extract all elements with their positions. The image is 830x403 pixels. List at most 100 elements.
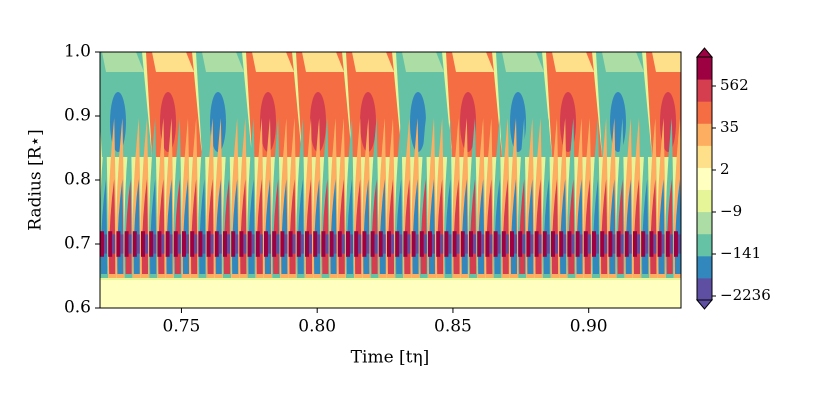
colorbar-level — [697, 277, 712, 301]
contour-fill — [227, 234, 230, 254]
contour-fill — [682, 118, 690, 278]
contour-fill — [350, 234, 353, 254]
contour-fill — [514, 234, 517, 254]
contour-fill — [452, 52, 494, 72]
contour-fill — [321, 231, 326, 257]
colorbar-tick-label: 562 — [720, 76, 749, 94]
contour-field — [100, 52, 690, 308]
contour-fill — [661, 234, 665, 254]
contour-fill — [596, 234, 599, 254]
y-tick-label: 0.8 — [64, 170, 91, 190]
colorbar-level — [697, 211, 712, 235]
x-tick-label: 0.90 — [570, 317, 608, 337]
contour-fill — [460, 92, 476, 152]
contour-fill — [186, 234, 189, 254]
contour-fill — [165, 231, 170, 257]
contour-fill — [559, 231, 564, 257]
contour-fill — [501, 231, 506, 257]
contour-fill — [616, 231, 621, 257]
contour-fill — [391, 234, 394, 254]
contour-fill — [317, 234, 321, 254]
contour-fill — [587, 234, 591, 254]
contour-fill — [370, 231, 375, 257]
contour-fill — [526, 231, 531, 257]
contour-fill — [641, 231, 646, 257]
contour-fill — [402, 52, 444, 72]
colorbar-level — [697, 79, 712, 102]
contour-fill — [583, 231, 588, 257]
contour-fill — [300, 234, 304, 254]
contour-fill — [432, 234, 435, 254]
contour-fill — [128, 234, 132, 254]
contour-fill — [555, 234, 558, 254]
contour-fill — [284, 234, 288, 254]
contour-fill — [108, 231, 113, 257]
contour-fill — [502, 52, 544, 72]
contour-fill — [440, 234, 444, 254]
colorbar-frame — [696, 56, 713, 301]
contour-fill — [633, 231, 637, 257]
contour-fill — [360, 92, 376, 152]
contour-fill — [292, 234, 296, 254]
contour-fill — [341, 234, 345, 254]
contour-fill — [120, 234, 124, 254]
contour-fill — [333, 234, 337, 254]
colorbar-tick-label: 35 — [720, 118, 739, 136]
contour-fill — [210, 234, 214, 254]
contour-fill — [288, 231, 293, 257]
contour-fill — [683, 179, 689, 274]
contour-fill — [628, 234, 632, 254]
contour-fill — [624, 231, 629, 257]
contour-fill — [620, 234, 624, 254]
y-axis-label: Radius [R⋆] — [26, 129, 46, 230]
contour-fill — [352, 52, 394, 72]
contour-fill — [464, 234, 468, 254]
contour-fill — [112, 234, 116, 254]
contour-fill — [411, 231, 416, 257]
contour-fill — [268, 234, 271, 254]
contour-fill — [395, 231, 400, 257]
contour-fill — [505, 234, 509, 254]
contour-fill — [124, 231, 129, 257]
contour-fill — [296, 231, 301, 257]
contour-fill — [686, 234, 689, 253]
contour-fill — [358, 234, 362, 254]
contour-fill — [198, 231, 203, 257]
colorbar-extend — [695, 299, 714, 310]
contour-fill — [510, 92, 526, 152]
contour-fill — [403, 231, 408, 257]
contour-fill — [141, 231, 145, 257]
contour-fill — [563, 234, 567, 254]
contour-fill — [382, 234, 386, 254]
contour-fill — [177, 234, 181, 254]
contour-fill — [649, 231, 654, 257]
contour-fill — [346, 231, 350, 257]
y-tick-label: 0.9 — [64, 106, 91, 126]
contour-fill — [310, 92, 326, 152]
contour-fill — [136, 234, 140, 254]
contour-fill — [489, 234, 493, 254]
contour-fill — [682, 231, 686, 257]
contour-fill — [645, 234, 649, 254]
contour-fill — [214, 231, 219, 257]
contour-fill — [423, 234, 427, 254]
contour-fill — [223, 231, 227, 257]
y-tick-label: 1.0 — [64, 42, 91, 62]
contour-fill — [534, 231, 539, 257]
colorbar-level — [697, 145, 712, 168]
contour-fill — [378, 231, 383, 257]
contour-fill — [272, 231, 277, 257]
contour-fill — [657, 231, 662, 257]
contour-fill — [674, 231, 678, 257]
colorbar-level — [697, 101, 712, 124]
colorbar-extend — [695, 47, 714, 58]
contour-fill — [399, 234, 403, 254]
contour-fill — [407, 234, 411, 254]
contour-fill — [243, 234, 247, 254]
contour-fill — [551, 231, 555, 257]
contour-fill — [665, 231, 670, 257]
contour-fill — [571, 234, 575, 254]
contour-fill — [481, 234, 485, 254]
contour-fill — [169, 234, 173, 254]
